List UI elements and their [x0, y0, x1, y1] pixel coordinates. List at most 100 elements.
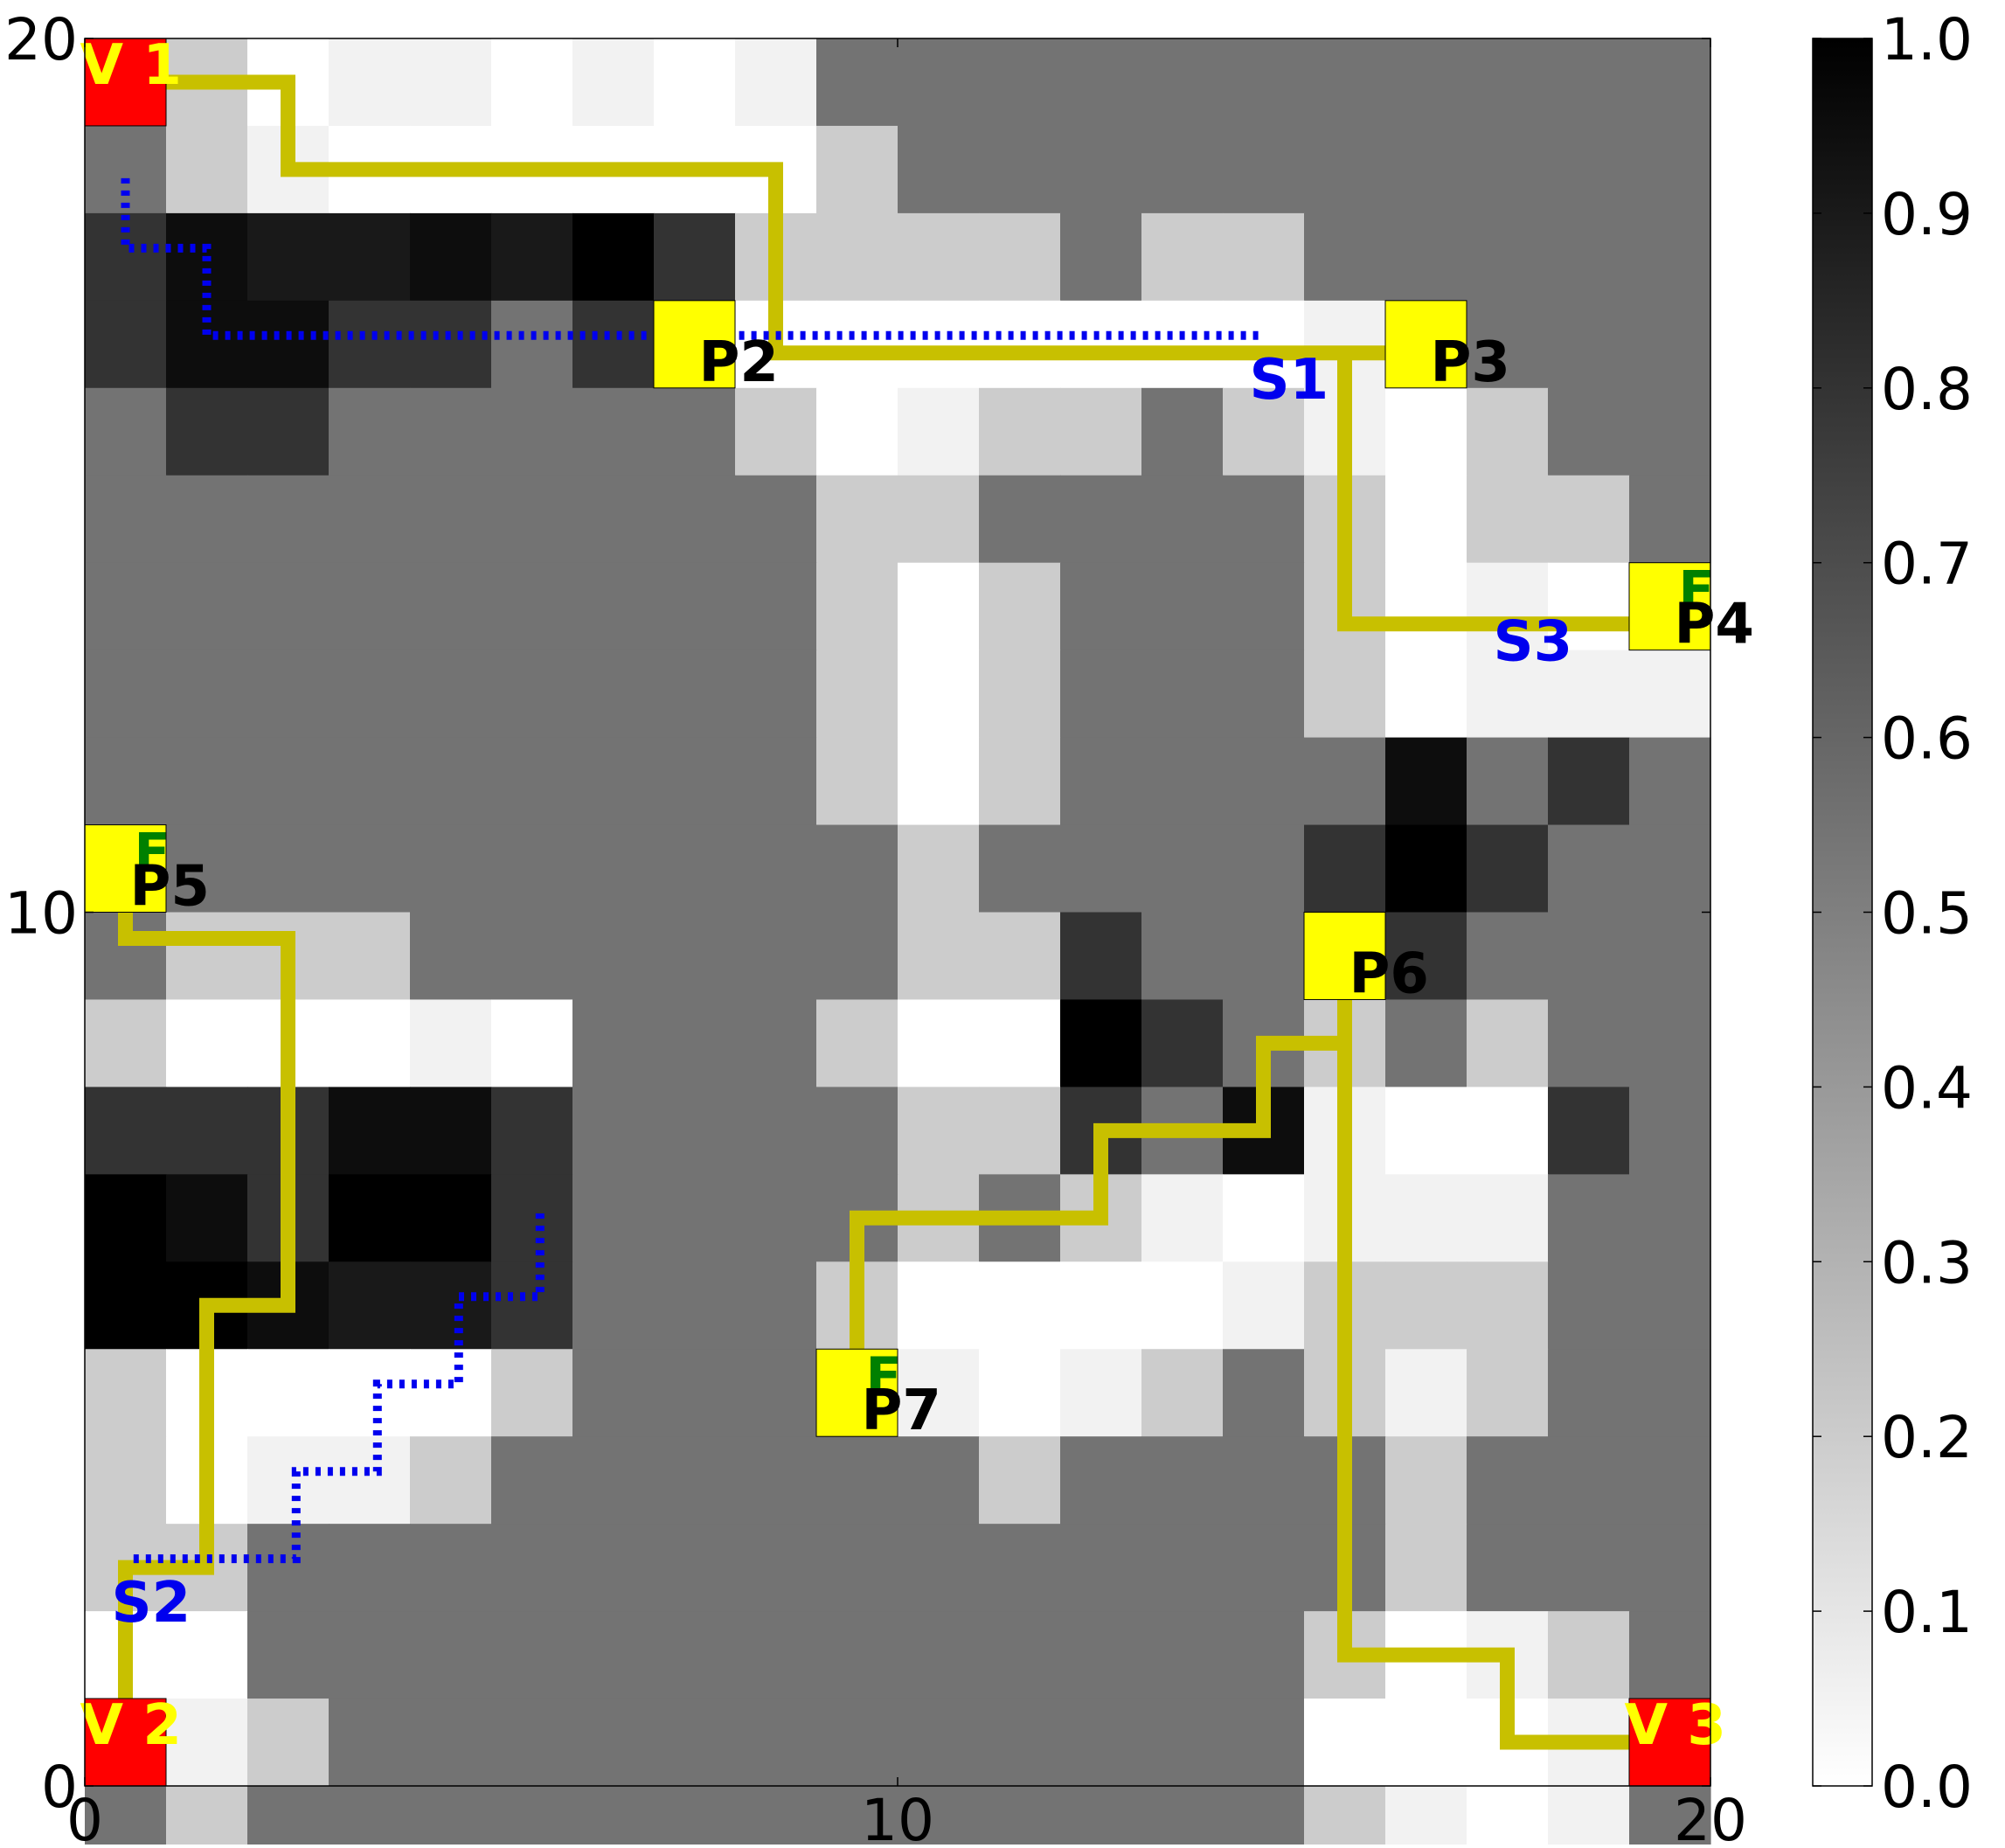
heatmap-cell — [979, 38, 1061, 127]
heatmap-cell — [735, 1436, 817, 1525]
heatmap-cell — [1467, 737, 1549, 826]
heatmap-cell — [898, 562, 980, 651]
heatmap-cell — [654, 999, 736, 1087]
heatmap-cell — [329, 1611, 411, 1699]
heatmap-cell — [1060, 650, 1142, 739]
heatmap-cell — [1548, 650, 1630, 739]
heatmap-cell — [1385, 1786, 1467, 1848]
heatmap-cell — [1141, 1699, 1224, 1787]
heatmap-cell — [1467, 912, 1549, 1001]
heatmap-cell — [410, 737, 492, 826]
heatmap-cell — [816, 737, 898, 826]
heatmap-cell — [1141, 999, 1224, 1087]
point-label: P3 — [1431, 330, 1510, 395]
y-tick-label: 0 — [41, 1754, 78, 1821]
heatmap-cell — [572, 300, 655, 389]
heatmap-cell — [1548, 387, 1630, 476]
heatmap-cell — [1060, 824, 1142, 914]
point-label: P5 — [130, 855, 210, 920]
heatmap-cell — [329, 38, 411, 127]
heatmap-cell — [898, 125, 980, 214]
heatmap-cell — [491, 212, 573, 302]
vehicle-marker — [84, 1698, 167, 1787]
heatmap-cell — [816, 824, 898, 914]
heatmap-cell — [410, 912, 492, 1001]
point-marker — [815, 1348, 898, 1437]
heatmap-cell — [1385, 212, 1467, 302]
heatmap-cell — [816, 475, 898, 564]
heatmap-cell — [1467, 824, 1549, 914]
axis-ticks: 0 10 20 0 10 20 — [4, 6, 1747, 1848]
heatmap-cell — [654, 1261, 736, 1350]
heatmap-cell — [816, 562, 898, 651]
heatmap-cell — [1467, 212, 1549, 302]
heatmap-cell — [1141, 125, 1224, 214]
heatmap-cell — [491, 1349, 573, 1437]
heatmap-cell — [898, 912, 980, 1001]
heatmap-cell — [491, 38, 573, 127]
heatmap-cell — [1467, 650, 1549, 739]
heatmap-cell — [1385, 1174, 1467, 1262]
heatmap-cell — [816, 300, 898, 389]
heatmap-cell — [491, 737, 573, 826]
heatmap-cell — [410, 824, 492, 914]
heatmap-cell — [1304, 650, 1386, 739]
heatmap-cell — [1223, 1611, 1305, 1699]
heatmap-cell — [1467, 125, 1549, 214]
heatmap-cell — [1629, 387, 1711, 476]
heatmap-cell — [329, 562, 411, 651]
heatmap-cell — [1060, 212, 1142, 302]
heatmap-cell — [85, 650, 167, 739]
heatmap-cell — [1223, 1524, 1305, 1612]
heatmap-cell — [247, 1524, 330, 1612]
heatmap-cell — [329, 912, 411, 1001]
heatmap-cell — [1548, 912, 1630, 1001]
heatmap-cell — [491, 475, 573, 564]
heatmap-cell — [1385, 824, 1467, 914]
heatmap-cell — [329, 475, 411, 564]
heatmap-cell — [735, 912, 817, 1001]
y-tick-label: 10 — [4, 880, 78, 948]
heatmap-cell — [166, 562, 248, 651]
heatmap-cell — [1304, 38, 1386, 127]
y-tick-label: 20 — [4, 6, 78, 73]
heatmap-cell — [1141, 737, 1224, 826]
heatmap-cell — [1060, 1349, 1142, 1437]
heatmap-cell — [816, 650, 898, 739]
f-label: F — [1679, 560, 1715, 622]
heatmap-cell — [735, 475, 817, 564]
heatmap-cell — [735, 650, 817, 739]
heatmap-cell — [1141, 212, 1224, 302]
heatmap-cell — [410, 38, 492, 127]
heatmap-cell — [1223, 38, 1305, 127]
colorbar-tick-label: 0.8 — [1881, 356, 1973, 423]
heatmap-cell — [85, 1174, 167, 1262]
heatmap-cell — [1548, 212, 1630, 302]
vehicle-marker — [1628, 1698, 1711, 1787]
heatmap-cell — [1467, 1436, 1549, 1525]
heatmap-cell — [979, 824, 1061, 914]
heatmap-cell — [247, 650, 330, 739]
markers — [84, 38, 1711, 1787]
f-label: F — [866, 1346, 902, 1407]
x-tick-label: 20 — [1674, 1787, 1747, 1845]
heatmap-cell — [572, 1786, 655, 1848]
heatmap-cell — [816, 912, 898, 1001]
point-marker — [653, 300, 736, 389]
heatmap-cell — [572, 912, 655, 1001]
heatmap-cell — [1629, 1174, 1711, 1262]
heatmap-cell — [654, 387, 736, 476]
vehicle-route — [117, 74, 1670, 632]
vehicle-route — [1337, 947, 1670, 1750]
heatmap-cell — [979, 912, 1061, 1001]
heatmap-cell — [247, 212, 330, 302]
heatmap-cell — [1223, 125, 1305, 214]
heatmap-cell — [166, 737, 248, 826]
heatmap-cell — [1304, 212, 1386, 302]
heatmap-cell — [1629, 300, 1711, 389]
heatmap-cell — [329, 387, 411, 476]
heatmap-cell — [1060, 1524, 1142, 1612]
heatmap-cell — [816, 387, 898, 476]
heatmap-cell — [410, 562, 492, 651]
